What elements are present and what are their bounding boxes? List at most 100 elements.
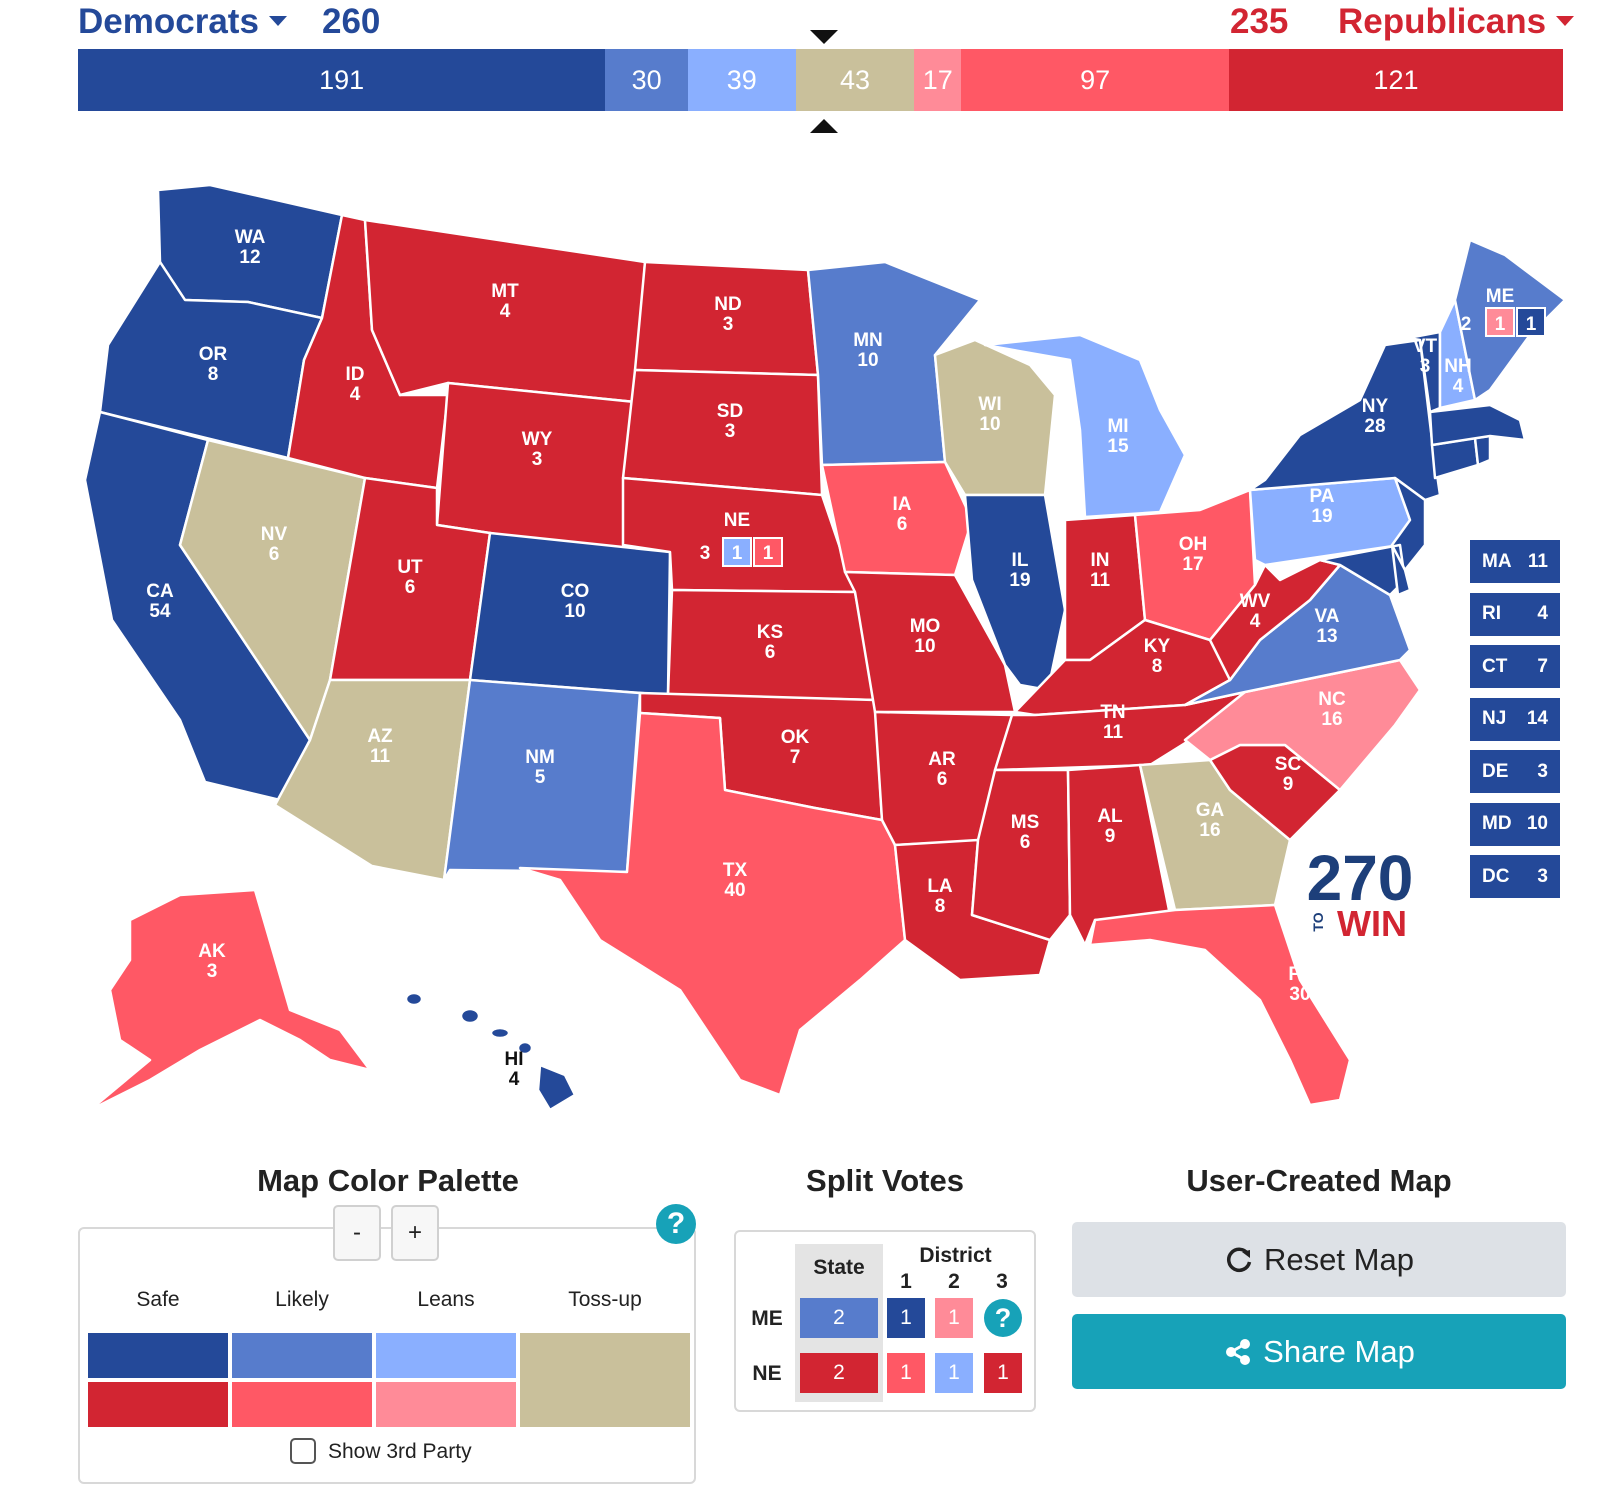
chevron-down-icon [1556,15,1575,26]
map-label-me_d2: 1 [1495,314,1506,335]
reset-map-button[interactable]: Reset Map [1072,1222,1566,1297]
share-map-label: Share Map [1263,1333,1415,1369]
split-votes-help-icon[interactable]: ? [984,1299,1022,1337]
state-ev-MN: 10 [857,350,878,371]
small-state-abbr: DE [1482,760,1509,782]
state-ev-FL: 30 [1289,984,1310,1005]
me-district-2-box[interactable] [1485,307,1515,337]
state-ev-WY: 3 [532,449,543,470]
state-RI[interactable] [1473,434,1492,467]
state-ev-MI: 15 [1107,436,1129,457]
state-abbr-NC: NC [1318,689,1346,710]
district-number-2: 2 [948,1270,960,1293]
ne-district-3-box[interactable] [753,537,783,567]
state-abbr-VA: VA [1315,606,1340,627]
state-ev-OR: 8 [208,364,219,385]
democrats-label: Democrats [78,2,259,41]
swatch-tossup[interactable] [520,1333,690,1427]
state-AK[interactable] [88,888,372,1112]
state-ev-NC: 16 [1321,709,1342,730]
palette-increase-button[interactable]: + [391,1205,439,1261]
small-state-abbr: MA [1482,550,1512,572]
state-ev-WI: 10 [979,414,1000,435]
swatch-dem-leans[interactable] [376,1333,516,1378]
democrats-selector[interactable]: Democrats [78,2,287,42]
small-state-ri[interactable]: RI 4 [1470,592,1560,636]
state-ev-TX: 40 [724,880,745,901]
state-abbr-IL: IL [1012,550,1029,571]
me-district-2-cell[interactable]: 1 [935,1298,973,1338]
swatch-dem-likely[interactable] [232,1333,372,1378]
state-MI[interactable] [983,333,1187,519]
state-abbr-MS: MS [1011,812,1040,833]
state-abbr-LA: LA [927,876,953,897]
small-state-md[interactable]: MD 10 [1470,802,1560,846]
state-FL[interactable] [1088,903,1352,1107]
state-abbr-CO: CO [561,581,590,602]
state-abbr-WY: WY [522,429,553,450]
ne-district-2-cell[interactable]: 1 [935,1353,973,1393]
map-label-ne_d1: 1 [732,543,743,564]
small-state-abbr: RI [1482,603,1501,624]
district-number-3: 3 [996,1270,1008,1293]
state-IL[interactable] [963,493,1067,692]
small-state-ma[interactable]: MA 11 [1470,540,1560,583]
me-state-cell[interactable]: 2 [800,1298,878,1338]
state-MA[interactable] [1428,403,1527,447]
state-abbr-MN: MN [853,330,883,351]
split-votes-panel [734,1230,1036,1412]
state-abbr-SD: SD [717,401,743,422]
state-abbr-OK: OK [781,727,810,748]
state-abbr-CA: CA [146,581,174,602]
democrats-total: 260 [322,2,381,41]
small-state-abbr: CT [1482,655,1508,677]
state-ev-WV: 4 [1250,611,1261,632]
state-ev-AL: 9 [1105,826,1116,847]
state-NY[interactable] [1248,338,1442,502]
ne-state-cell[interactable]: 2 [800,1353,878,1393]
state-ev-NV: 6 [269,544,280,565]
me-district-1-cell[interactable]: 1 [887,1298,925,1338]
state-ev-ND: 3 [723,314,734,335]
small-state-ev: 7 [1537,655,1548,677]
state-abbr-NM: NM [525,747,555,768]
state-DE[interactable] [1390,543,1412,597]
state-abbr-UT: UT [397,557,423,578]
state-abbr-OR: OR [199,344,228,365]
palette-decrease-button[interactable]: - [333,1205,381,1261]
small-state-ev: 4 [1537,603,1548,624]
state-ev-LA: 8 [935,896,946,917]
swatch-dem-safe[interactable] [88,1333,228,1378]
small-state-nj[interactable]: NJ 14 [1470,697,1560,741]
ne-district-3-cell[interactable]: 1 [984,1353,1022,1393]
small-state-de[interactable]: DE 3 [1470,750,1560,793]
palette-help-icon[interactable]: ? [656,1204,696,1244]
republicans-label: Republicans [1338,2,1547,41]
state-SD[interactable] [621,368,824,497]
state-IA[interactable] [820,460,974,577]
state-TX[interactable] [518,711,907,1097]
state-ev-AK: 3 [207,961,218,982]
swatch-rep-likely[interactable] [232,1382,372,1427]
state-ev-AZ: 11 [370,746,391,767]
republicans-total: 235 [1230,2,1289,41]
state-VT[interactable] [1406,330,1442,414]
district-number-1: 1 [900,1270,912,1293]
swatch-rep-leans[interactable] [376,1382,516,1427]
show-3rd-party-checkbox[interactable] [290,1438,316,1464]
small-state-ev: 10 [1526,813,1548,834]
state-abbr-MI: MI [1107,416,1128,437]
show-3rd-party-label: Show 3rd Party [328,1440,472,1463]
swatch-rep-safe[interactable] [88,1382,228,1427]
ne-district-1-cell[interactable]: 1 [887,1353,925,1393]
state-ev-MO: 10 [914,636,935,657]
ne-district-2-box[interactable] [722,537,752,567]
small-state-dc[interactable]: DC 3 [1470,855,1560,898]
state-HI[interactable] [404,991,577,1112]
state-abbr-MT: MT [491,281,519,302]
me-district-1-box[interactable] [1516,307,1546,337]
share-map-button[interactable]: Share Map [1072,1314,1566,1389]
small-state-ct[interactable]: CT 7 [1470,645,1560,688]
state-ev-UT: 6 [405,577,416,598]
republicans-selector[interactable]: Republicans [1338,2,1575,42]
